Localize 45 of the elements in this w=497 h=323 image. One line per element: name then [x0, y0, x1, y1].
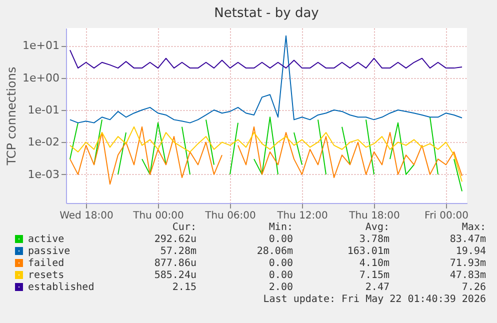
y-tick-label: 1e-03 — [28, 168, 60, 181]
chart-title: Netstat - by day — [214, 6, 320, 21]
legend-label: resets — [28, 270, 64, 281]
legend-label: established — [28, 282, 94, 293]
text: 7.26 — [460, 282, 486, 294]
text: 2.15 — [171, 282, 196, 294]
text: 585.24u — [153, 270, 196, 282]
text: 28.06m — [256, 246, 293, 258]
x-tick-label: Thu 18:00 — [348, 210, 400, 222]
y-tick-label: 1e+01 — [22, 39, 60, 52]
x-tick-label: Fri 00:00 — [424, 210, 468, 222]
line-series — [70, 35, 462, 124]
text: 0.00 — [268, 258, 293, 270]
text: 2.47 — [364, 282, 390, 294]
text: 83.47m — [448, 234, 486, 246]
text: Last update: Fri May 22 01:40:39 2026 — [262, 294, 486, 306]
text: 877.86u — [153, 258, 196, 270]
x-tick-label: Thu 06:00 — [204, 210, 256, 222]
text: 4.10m — [358, 258, 390, 270]
y-tick-label: 1e+00 — [22, 71, 60, 84]
text: 3.78m — [358, 234, 390, 246]
text: 7.15m — [358, 270, 390, 282]
text: 71.93m — [448, 258, 486, 270]
text: Min: — [268, 222, 293, 234]
text: 47.83m — [448, 270, 486, 282]
text: Avg: — [364, 222, 390, 234]
x-tick-label: Thu 12:00 — [276, 210, 328, 222]
text: 0.00 — [268, 270, 293, 282]
text: 163.01m — [346, 246, 390, 258]
line-series — [70, 50, 462, 69]
y-tick-label: 1e-02 — [28, 136, 60, 149]
legend-label: failed — [28, 258, 64, 269]
text: 57.28m — [159, 246, 196, 258]
text: 2.00 — [268, 282, 293, 294]
text: 292.62u — [153, 234, 196, 246]
legend-label: passive — [28, 246, 70, 257]
text: 0.00 — [268, 234, 293, 246]
y-axis-title: TCP connections — [4, 66, 19, 166]
legend-label: active — [28, 234, 64, 245]
text: 19.94 — [454, 246, 486, 258]
y-tick-label: 1e-01 — [28, 103, 60, 116]
x-tick-label: Thu 00:00 — [132, 210, 184, 222]
text: Max: — [460, 222, 486, 234]
text: Cur: — [171, 222, 196, 234]
x-tick-label: Wed 18:00 — [60, 210, 114, 222]
